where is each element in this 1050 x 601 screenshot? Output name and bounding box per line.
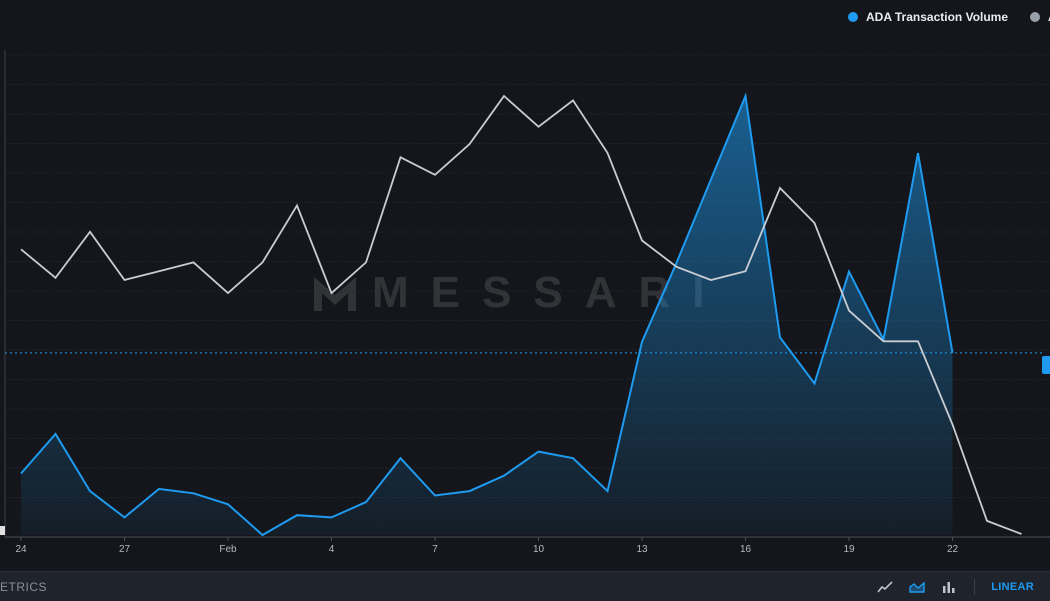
chart-legend: ADA Transaction Volume A <box>848 10 1050 24</box>
legend-item-ada-transaction-volume[interactable]: ADA Transaction Volume <box>848 10 1008 24</box>
legend-label: ADA Transaction Volume <box>866 10 1009 24</box>
x-tick-label: 13 <box>636 544 648 555</box>
x-tick-label: 16 <box>740 544 752 555</box>
area-chart-button[interactable] <box>904 576 930 598</box>
bar-chart-icon <box>943 582 955 593</box>
area-chart-icon <box>909 581 925 593</box>
linear-scale-button[interactable]: LINEAR <box>991 581 1034 593</box>
chart-toolbar: LINEAR <box>872 576 1038 598</box>
ada-volume-area <box>21 96 953 535</box>
line-chart-button[interactable] <box>872 576 898 598</box>
x-tick-label: 10 <box>533 544 545 555</box>
second-series-line <box>20 94 1022 535</box>
x-axis-ticks: 24 27 Feb 4 7 10 13 16 19 22 <box>15 537 958 555</box>
x-tick-label: 19 <box>843 544 855 555</box>
legend-dot-icon <box>848 12 858 22</box>
chart-plot[interactable]: 24 27 Feb 4 7 10 13 16 19 22 <box>0 0 1050 571</box>
left-axis-marker <box>0 526 5 535</box>
ada-volume-line <box>20 92 954 537</box>
x-tick-label: 22 <box>947 544 959 555</box>
right-axis-marker <box>1042 356 1050 374</box>
x-tick-label: Feb <box>219 544 237 555</box>
watermark: MESSARI <box>312 268 726 318</box>
brand-label: ETRICS <box>0 580 48 594</box>
bar-chart-button[interactable] <box>936 576 962 598</box>
legend-dot-icon <box>1030 12 1041 22</box>
legend-label: A <box>1048 10 1050 24</box>
legend-item-second-series[interactable]: A <box>1030 10 1050 24</box>
line-chart-icon <box>877 581 893 593</box>
toolbar-divider <box>974 579 976 595</box>
messari-logo-icon <box>314 277 356 311</box>
watermark-text: MESSARI <box>372 268 727 317</box>
x-tick-label: 24 <box>15 544 27 555</box>
x-tick-label: 27 <box>119 544 131 555</box>
x-tick-label: 4 <box>329 544 335 555</box>
chart-footer: ETRICS LINEAR <box>0 571 1050 601</box>
x-tick-label: 7 <box>432 544 438 555</box>
